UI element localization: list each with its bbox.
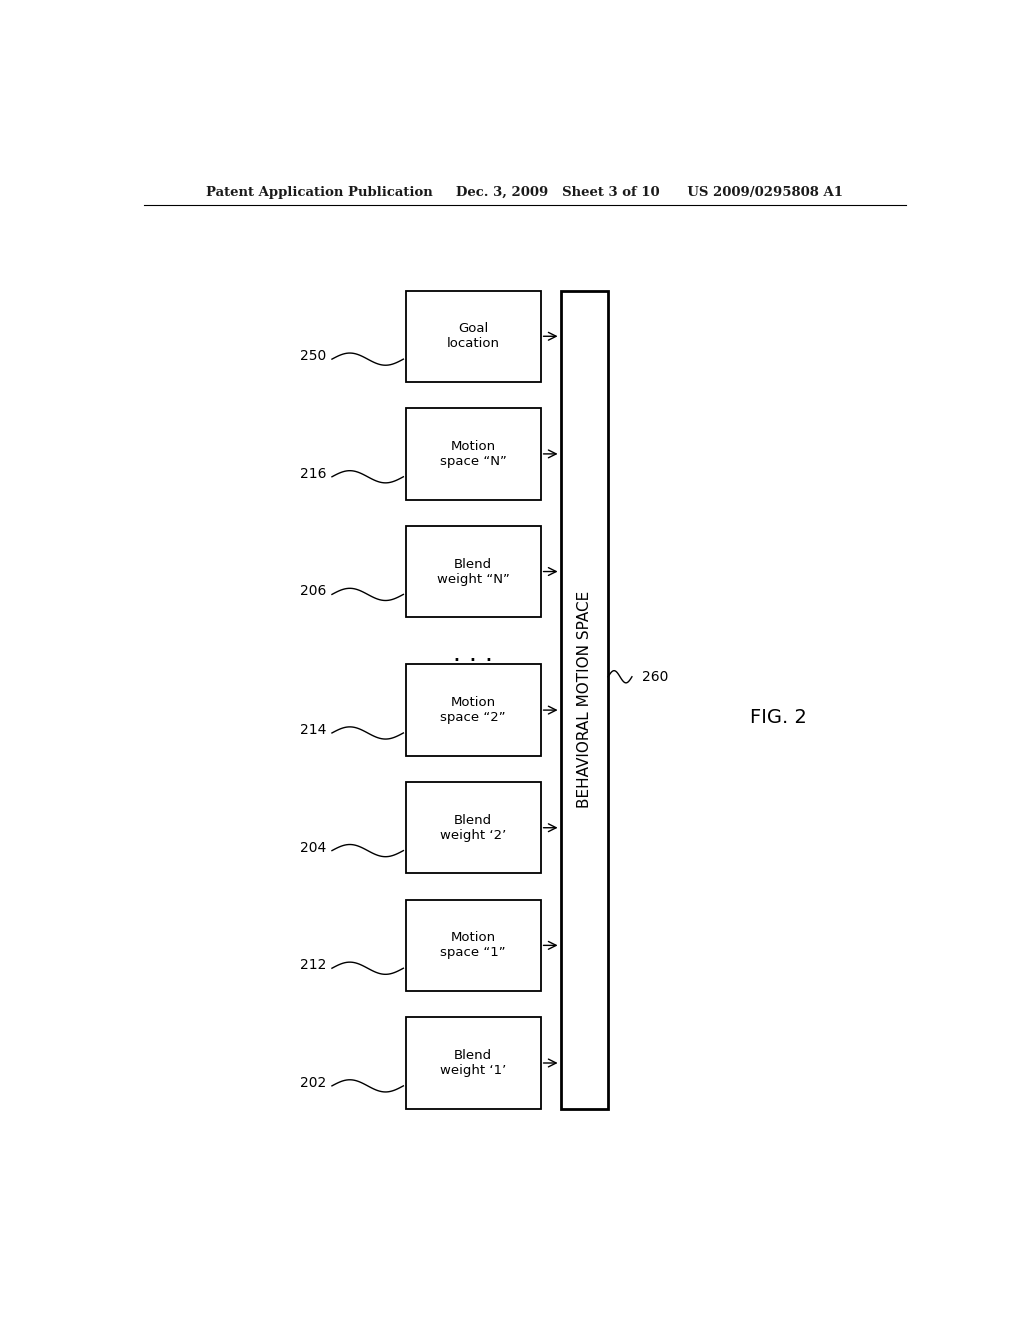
- Text: 202: 202: [300, 1076, 327, 1090]
- Text: 214: 214: [300, 723, 327, 737]
- Text: BEHAVIORAL MOTION SPACE: BEHAVIORAL MOTION SPACE: [577, 591, 592, 808]
- Text: . . .: . . .: [454, 642, 494, 665]
- Text: 216: 216: [300, 467, 327, 480]
- Text: 260: 260: [642, 669, 669, 684]
- Text: Blend
weight “N”: Blend weight “N”: [437, 557, 510, 586]
- Text: Motion
space “N”: Motion space “N”: [439, 440, 507, 467]
- Text: 206: 206: [300, 585, 327, 598]
- Text: 212: 212: [300, 958, 327, 973]
- Text: Patent Application Publication     Dec. 3, 2009   Sheet 3 of 10      US 2009/029: Patent Application Publication Dec. 3, 2…: [206, 186, 844, 199]
- Bar: [406, 1018, 541, 1109]
- Text: Goal
location: Goal location: [446, 322, 500, 350]
- Text: 204: 204: [300, 841, 327, 854]
- Text: Motion
space “2”: Motion space “2”: [440, 696, 506, 725]
- Text: FIG. 2: FIG. 2: [751, 708, 807, 727]
- Bar: [406, 408, 541, 500]
- Bar: [406, 290, 541, 381]
- Bar: [406, 525, 541, 618]
- Text: 250: 250: [300, 348, 327, 363]
- Text: Blend
weight ‘1’: Blend weight ‘1’: [440, 1049, 506, 1077]
- Bar: [406, 664, 541, 756]
- Bar: [406, 900, 541, 991]
- Text: Blend
weight ‘2’: Blend weight ‘2’: [440, 813, 506, 842]
- Bar: [406, 781, 541, 874]
- Text: Motion
space “1”: Motion space “1”: [440, 932, 506, 960]
- Bar: [560, 290, 608, 1109]
